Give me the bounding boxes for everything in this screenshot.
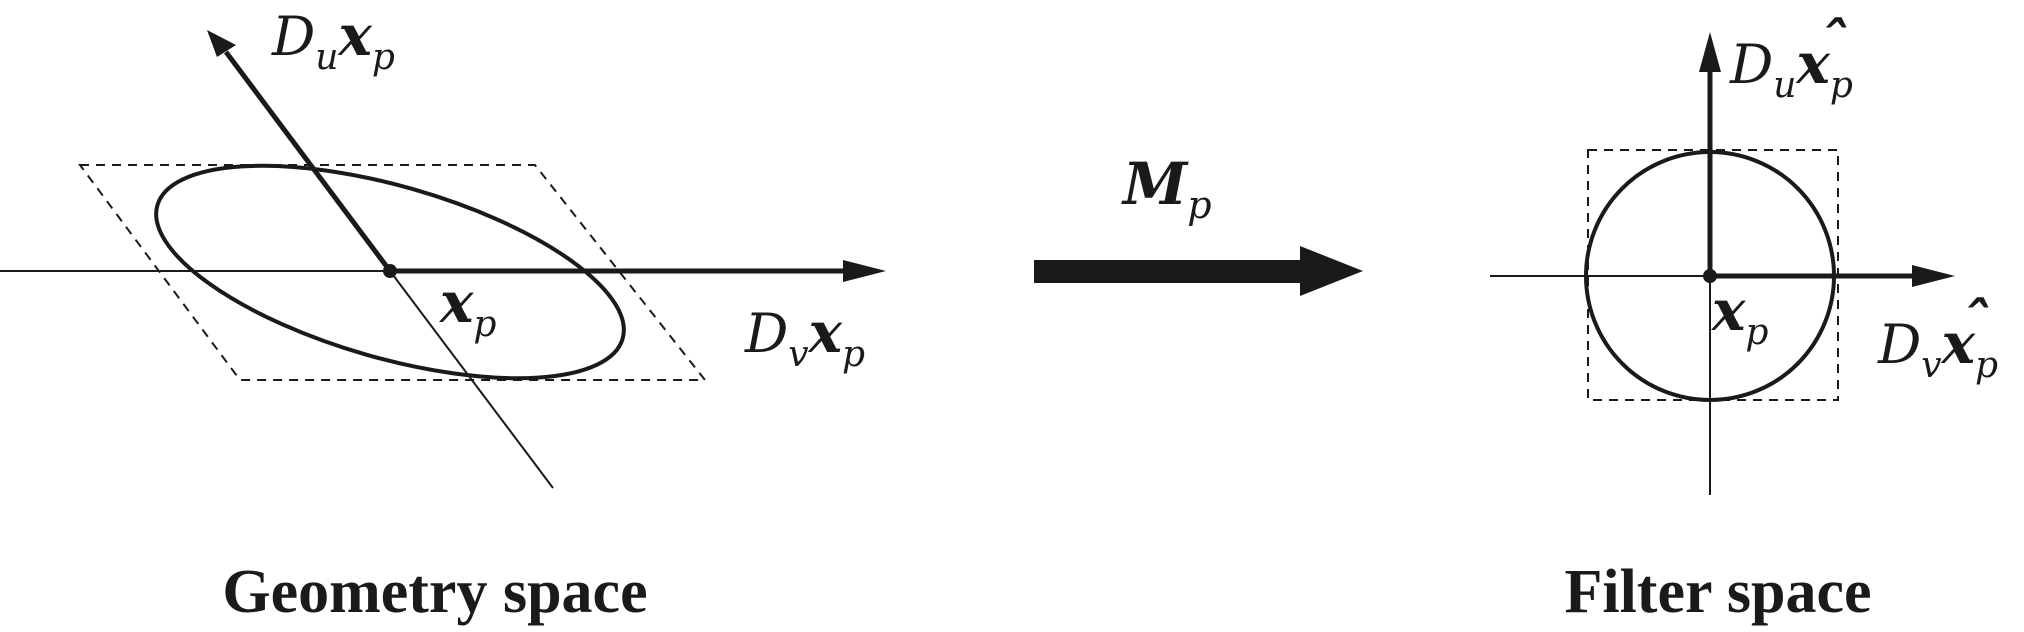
filter-space-caption: Filter space: [1564, 558, 1871, 626]
dv-hat-icon: ˆ: [1962, 290, 1990, 356]
transform-arrow-group: Mp: [1034, 150, 1363, 296]
du-arrowhead: [207, 30, 236, 57]
dashed-parallelogram: [78, 164, 708, 381]
du-axis-arrow: [223, 50, 393, 273]
footprint-ellipse: [154, 163, 626, 381]
du-arrowhead: [1699, 32, 1721, 72]
du-label: Duxp: [271, 3, 395, 78]
geometry-space-caption: Geometry space: [222, 558, 647, 626]
geometry-space-panel: Duxp xp Dvxp Geometry space: [0, 3, 886, 626]
du-hat-icon: ˆ: [1820, 10, 1848, 76]
center-point-label: xp: [1711, 278, 1768, 353]
diagonal-axis: [389, 270, 554, 489]
dv-arrowhead: [1912, 265, 1955, 287]
du-label: Duxp: [1729, 31, 1853, 106]
transform-arrowhead: [1300, 246, 1363, 296]
center-point: [383, 264, 397, 278]
dv-label: Dvxp: [1877, 311, 1998, 386]
center-point: [1703, 269, 1717, 283]
center-point-label: xp: [439, 270, 496, 345]
transform-arrow-shaft: [1034, 260, 1314, 283]
transform-label: Mp: [1121, 150, 1212, 227]
filter-space-panel: Duxp ˆ xp Dvxp ˆ Filter space: [1490, 10, 1998, 626]
dv-label: Dvxp: [744, 300, 865, 375]
dv-arrowhead: [843, 260, 886, 282]
